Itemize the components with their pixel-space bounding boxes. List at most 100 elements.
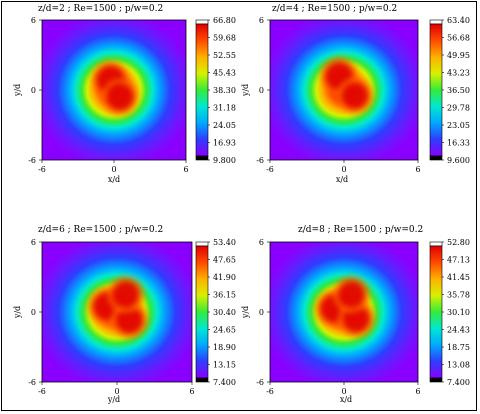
y-tick-label: -6	[256, 156, 264, 165]
peak-core	[338, 281, 365, 308]
x-tick-label: 6	[415, 387, 420, 396]
y-tick-label: -6	[28, 378, 36, 387]
contour-panel-3: z/d=6 ; Re=1500 ; p/w=0.2 -6 0 6 6 0 -6 y/d y/d 5…	[13, 225, 236, 404]
colorbar-tick-label: 59.68	[213, 34, 236, 43]
colorbar-tick-label: 7.400	[213, 378, 236, 387]
x-tick-label: -6	[266, 387, 274, 396]
x-tick-label: 0	[114, 387, 119, 396]
panel-title: z/d=2 ; Re=1500 ; p/w=0.2	[38, 4, 163, 14]
colorbar-tick-label: 24.43	[447, 326, 470, 335]
y-axis-label: y/d	[13, 306, 22, 319]
colorbar-max-swatch	[429, 19, 443, 25]
colorbar: 66.80 59.68 52.55 45.43 38.30 31.18 24.05 16.93…	[195, 16, 236, 165]
colorbar-tick-label: 13.15	[213, 361, 236, 370]
colorbar-tick-label: 45.43	[213, 69, 236, 78]
colorbar-tick-label: 16.93	[213, 139, 236, 148]
x-axis-label: x/d	[340, 395, 352, 404]
colorbar-tick-label: 9.800	[213, 156, 236, 165]
colorbar-tick-label: 18.90	[213, 343, 236, 352]
x-axis-label: x/d	[108, 175, 120, 184]
y-tick-label: 0	[259, 86, 264, 95]
x-tick-label: 0	[341, 165, 346, 174]
x-tick-label: 6	[415, 165, 420, 174]
colorbar-min-swatch	[429, 377, 443, 383]
colorbar-tick-label: 16.33	[447, 139, 470, 148]
peak-core	[112, 281, 140, 308]
peak-core	[341, 82, 369, 110]
colorbar-tick-label: 24.05	[213, 121, 236, 130]
x-tick-label: 6	[183, 165, 188, 174]
colorbar-gradient	[195, 23, 209, 157]
colorbar-gradient	[195, 245, 209, 379]
colorbar-tick-label: 56.68	[447, 34, 470, 43]
plot-area	[270, 242, 418, 382]
colorbar-tick-label: 13.08	[447, 361, 470, 370]
y-axis-label: y/d	[241, 84, 250, 97]
colorbar-tick-label: 47.13	[447, 256, 470, 265]
colorbar-tick-label: 52.80	[447, 238, 470, 247]
x-tick-label: -6	[38, 387, 46, 396]
y-tick-label: 0	[31, 308, 36, 317]
peak-core	[106, 83, 134, 111]
colorbar-tick-label: 35.78	[447, 291, 470, 300]
colorbar-min-swatch	[429, 155, 443, 161]
peak-core	[115, 306, 144, 334]
panel-title: z/d=8 ; Re=1500 ; p/w=0.2	[298, 225, 423, 235]
colorbar-gradient	[429, 23, 443, 157]
y-tick-label: 6	[31, 238, 36, 247]
colorbar-tick-label: 66.80	[213, 16, 236, 25]
colorbar: 53.40 47.65 41.90 36.15 30.40 24.65 18.90 13.15…	[195, 238, 236, 387]
y-tick-label: 6	[259, 238, 264, 247]
contour-panel-1: z/d=2 ; Re=1500 ; p/w=0.2 -6 0 6 6 0 -6 x/d y/d 6…	[13, 4, 236, 184]
colorbar-tick-label: 43.23	[447, 69, 470, 78]
y-tick-label: -6	[256, 378, 264, 387]
x-tick-label: 0	[111, 165, 116, 174]
colorbar-tick-label: 23.05	[447, 121, 470, 130]
y-axis-label: y/d	[241, 306, 250, 319]
y-tick-label: 0	[31, 86, 36, 95]
colorbar-tick-label: 38.30	[213, 86, 236, 95]
x-axis-label: y/d	[107, 395, 120, 404]
colorbar-tick-label: 47.65	[213, 256, 236, 265]
colorbar-tick-label: 31.18	[213, 104, 236, 113]
colorbar-max-swatch	[195, 241, 209, 247]
colorbar-tick-label: 9.600	[447, 156, 470, 165]
colorbar-max-swatch	[195, 19, 209, 25]
x-tick-label: 6	[189, 387, 194, 396]
contour-panel-4: z/d=8 ; Re=1500 ; p/w=0.2 -6 0 6 6 0 -6 x/d y/d 5…	[241, 225, 470, 404]
colorbar-min-swatch	[195, 377, 209, 383]
colorbar-tick-label: 49.95	[447, 51, 470, 60]
colorbar: 52.80 47.13 41.45 35.78 30.10 24.43 18.75 13.08…	[429, 238, 470, 387]
y-axis-label: y/d	[13, 84, 22, 97]
x-axis-label: x/d	[336, 175, 348, 184]
colorbar-tick-label: 30.10	[447, 308, 470, 317]
y-tick-label: -6	[28, 156, 36, 165]
y-tick-label: 6	[31, 16, 36, 25]
colorbar-tick-label: 41.45	[447, 273, 470, 282]
contour-panel-2: z/d=4 ; Re=1500 ; p/w=0.2 -6 0 6 6 0 -6 x/d y/d 6…	[241, 4, 470, 184]
colorbar-tick-label: 36.50	[447, 86, 470, 95]
colorbar-tick-label: 36.15	[213, 291, 236, 300]
colorbar-tick-label: 24.65	[213, 326, 236, 335]
y-tick-label: 0	[259, 308, 264, 317]
x-tick-label: 0	[341, 387, 346, 396]
colorbar-tick-label: 63.40	[447, 16, 470, 25]
panel-title: z/d=4 ; Re=1500 ; p/w=0.2	[272, 4, 397, 14]
colorbar: 63.40 56.68 49.95 43.23 36.50 29.78 23.05 16.33…	[429, 16, 470, 165]
colorbar-tick-label: 7.400	[447, 378, 470, 387]
plot-area	[42, 20, 186, 160]
colorbar-tick-label: 53.40	[213, 238, 236, 247]
colorbar-tick-label: 30.40	[213, 308, 236, 317]
x-tick-label: -6	[38, 165, 46, 174]
plot-area	[42, 242, 192, 382]
y-tick-label: 6	[259, 16, 264, 25]
colorbar-tick-label: 29.78	[447, 104, 470, 113]
x-tick-label: -6	[266, 165, 274, 174]
colorbar-tick-label: 18.75	[447, 343, 470, 352]
colorbar-max-swatch	[429, 241, 443, 247]
colorbar-tick-label: 52.55	[213, 51, 236, 60]
colorbar-gradient	[429, 245, 443, 379]
colorbar-tick-label: 41.90	[213, 273, 236, 282]
